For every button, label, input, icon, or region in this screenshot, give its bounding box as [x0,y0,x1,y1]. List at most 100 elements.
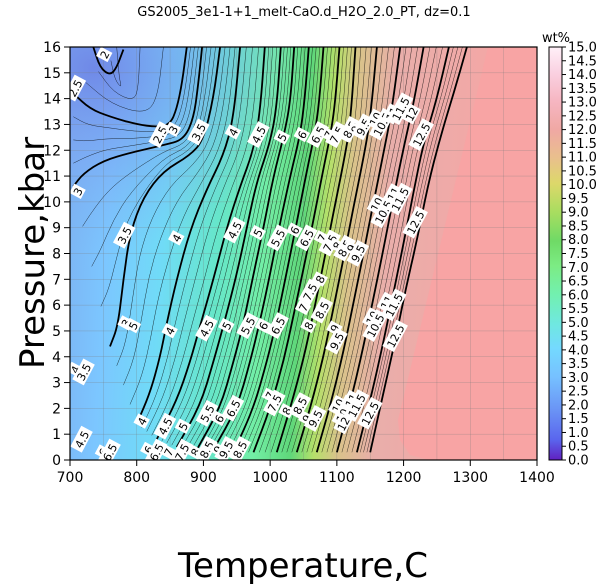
contour-label-bg [263,389,286,417]
y-axis-label: Pressure,kbar [13,137,53,369]
contour-label-bg [300,317,317,334]
contour-label-bg [70,74,87,102]
colorbar-tick-label: 10.0 [568,178,597,193]
contour-label: 5 [218,317,235,334]
contour-label-bg [311,271,328,287]
y-tick-label: 13 [43,117,61,133]
contour-line-minor [73,47,195,142]
contour-label: 4 [161,322,178,339]
contour-label: 5 [124,317,142,334]
y-tick-label: 7 [52,272,61,288]
colorbar-tick-label: 8.0 [568,233,589,248]
contour-line-12.5 [369,47,468,453]
colorbar-tick-label: 12.0 [568,123,597,138]
contour-line-minor [151,47,259,436]
x-axis: 700 800 900 1000 1100 1200 1300 1400 [57,460,555,486]
y-tick-label: 11 [43,169,61,185]
contour-label-text: 12 [335,415,353,433]
y-tick-label: 15 [43,66,61,82]
y-tick-label: 6 [52,298,61,314]
y-tick-label: 8 [52,247,61,263]
contour-label-bg [382,319,408,353]
contour-line-minor [129,47,236,405]
contour-labels: 22.52.533.544.5566.577.588.599.51010.511… [70,47,434,464]
contour-label-bg [210,410,228,427]
chart-title: GS2005_3e1-1+1_melt-CaO.d_H2O_2.0_PT, dz… [137,5,470,20]
colorbar: wt% 0.00.51.01.52.02.53.03.54.04.55.05.5… [542,31,597,469]
colorbar-tick-label: 6.5 [568,275,589,290]
colorbar-tick-label: 1.0 [568,426,589,441]
contour-label-bg [386,182,413,216]
y-tick-label: 12 [43,143,61,159]
colorbar-tick-label: 7.5 [568,247,589,262]
contour-line-minor [223,47,317,452]
contour-label: 4 [168,230,185,246]
contour-label: 5 [174,418,192,434]
contour-label-bg [174,418,192,434]
contour-label-bg [298,278,322,306]
x-tick-label: 1200 [386,470,422,486]
colorbar-tick-label: 12.5 [568,109,597,124]
contour-label-bg [318,229,342,257]
contour-label: 8 [278,403,295,419]
colorbar-tick-label: 2.0 [568,398,589,413]
contour-label: 7.5 [170,438,193,460]
colorbar-tick-label: 13.5 [568,82,597,97]
x-tick-label: 1000 [252,470,288,486]
contour-label-bg [195,399,219,427]
contour-label-bg [266,224,289,252]
contour-label-bg [223,216,246,244]
colorbar-tick-label: 1.5 [568,412,589,427]
colorbar-tick-label: 9.5 [568,192,589,207]
y-tick-label: 16 [43,40,61,56]
colorbar-tick-label: 0.5 [568,440,589,455]
contour-line-3 [72,47,203,187]
colorbar-tick-label: 11.0 [568,151,597,166]
contour-label: 2 [96,47,113,63]
contour-label-bg [366,193,387,215]
x-tick-label: 700 [57,470,84,486]
contour-label-bg [236,312,259,339]
contour-line-minor [123,47,231,386]
contour-label: 6 [254,317,272,334]
contour-label-bg [124,317,142,334]
colorbar-tick-label: 14.0 [568,68,597,83]
contour-line-minor [73,47,199,164]
contour-label: 8 [311,271,328,287]
y-tick-label: 1 [52,427,61,443]
contour-label-bg [254,317,272,334]
contour-label-bg [195,314,218,342]
contour-label-bg [218,317,235,334]
contour-label-text: 12 [403,105,421,123]
contour-label-bg [133,413,150,429]
contour-label-bg [224,124,242,140]
contour-line-minor [166,47,274,444]
contour-label-bg [293,126,310,143]
y-tick-label: 0 [52,453,61,469]
contour-label-bg [294,299,312,316]
contour-label-bg [401,103,421,125]
y-tick-label: 3 [52,376,61,392]
colorbar-ticks: 0.00.51.01.52.02.53.03.54.04.55.05.56.06… [562,41,597,469]
contour-label: 4 [133,413,150,429]
x-tick-label: 800 [123,470,150,486]
contour-line-2 [92,47,125,75]
contour-label-bg [288,392,312,419]
contour-label-bg [170,438,193,460]
colorbar-tick-label: 15.0 [568,41,597,56]
contour-label-text: 6.5 [147,442,167,464]
contour-line-4 [135,47,241,425]
contour-line-minor [116,47,226,366]
contour-label-bg [247,121,270,148]
contour-label-bg [333,413,353,435]
contour-label: 6.5 [98,438,121,460]
colorbar-tick-label: 3.5 [568,357,589,372]
contour-line-minor [110,47,122,87]
colorbar-tick-label: 9.0 [568,206,589,221]
contour-label-bg [306,121,330,148]
colorbar-tick-label: 11.5 [568,137,597,152]
contour-line-minor [171,47,278,446]
colorbar-tick-label: 4.0 [568,343,589,358]
